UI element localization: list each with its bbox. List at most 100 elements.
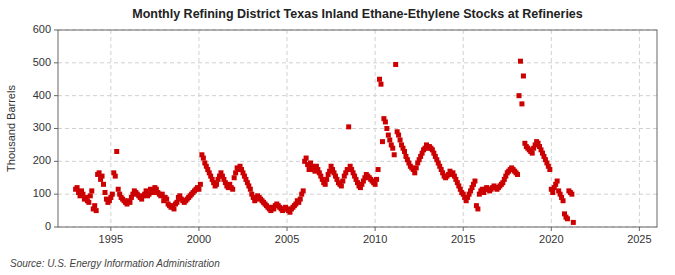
point: [547, 167, 552, 172]
x-tick-label: 2015: [451, 233, 475, 245]
x-grid-line: [551, 30, 552, 227]
point: [402, 149, 407, 154]
point: [384, 126, 389, 131]
x-tick-label: 2000: [187, 233, 211, 245]
x-tick: [639, 227, 640, 231]
y-tick-label: 300: [33, 121, 51, 133]
point: [89, 188, 94, 193]
x-tick: [198, 227, 199, 231]
point: [339, 183, 344, 188]
y-grid-line: [58, 128, 657, 129]
x-tick-label: 2010: [363, 233, 387, 245]
y-axis-label: Thousand Barrels: [5, 85, 17, 172]
x-tick-label: 1995: [99, 233, 123, 245]
point: [561, 198, 566, 203]
x-tick-label: 2025: [627, 233, 651, 245]
point: [412, 170, 417, 175]
point: [101, 182, 106, 187]
y-tick-label: 600: [33, 23, 51, 35]
point: [301, 188, 306, 193]
point: [377, 77, 382, 82]
point: [94, 208, 99, 213]
point: [374, 177, 379, 182]
point: [92, 203, 97, 208]
point: [518, 59, 523, 64]
chart: 0 100 200 300 400 500 600 1995 2000 2005 2010 2015 2…: [0, 0, 675, 275]
point: [324, 177, 329, 182]
point: [393, 62, 398, 67]
y-tick: [54, 227, 58, 228]
point: [340, 179, 345, 184]
title: Monthly Refining District Texas Inland E…: [132, 7, 583, 21]
point: [232, 175, 237, 180]
point: [392, 152, 397, 157]
point: [171, 206, 176, 211]
grid: [58, 30, 657, 227]
point: [569, 192, 574, 197]
y-tick-label: 0: [45, 220, 51, 232]
point: [414, 165, 419, 170]
y-grid-line: [58, 62, 657, 63]
x-grid-line: [287, 30, 288, 227]
point: [530, 151, 535, 156]
y-tick-label: 100: [33, 187, 51, 199]
x-grid-line: [375, 30, 376, 227]
point: [521, 73, 526, 78]
point: [517, 93, 522, 98]
point: [248, 187, 253, 192]
y-tick: [54, 30, 58, 31]
point: [174, 200, 179, 205]
point: [75, 185, 80, 190]
point: [472, 179, 477, 184]
point: [398, 137, 403, 142]
x-grid-line: [198, 30, 199, 227]
y-tick: [54, 161, 58, 162]
y-tick: [54, 95, 58, 96]
point: [519, 101, 524, 106]
point: [346, 124, 351, 129]
point: [88, 193, 93, 198]
point: [214, 182, 219, 187]
x-tick-label: 2020: [539, 233, 563, 245]
x-tick-label: 2005: [275, 233, 299, 245]
y-tick: [54, 62, 58, 63]
point: [555, 179, 560, 184]
point: [378, 82, 383, 87]
y-tick-label: 400: [33, 89, 51, 101]
point: [515, 172, 520, 177]
point: [114, 149, 119, 154]
point: [380, 139, 385, 144]
point: [383, 119, 388, 124]
point: [373, 182, 378, 187]
y-tick: [54, 128, 58, 129]
point: [565, 216, 570, 221]
point: [230, 187, 235, 192]
point: [127, 200, 132, 205]
point: [198, 182, 203, 187]
point: [102, 190, 107, 195]
point: [100, 174, 105, 179]
y-tick-label: 200: [33, 154, 51, 166]
plot-frame: [58, 30, 657, 227]
axes: 0 100 200 300 400 500 600 1995 2000 2005 2010 2015 2…: [33, 23, 652, 245]
point: [164, 197, 169, 202]
x-grid-line: [639, 30, 640, 227]
point: [571, 220, 576, 225]
x-tick: [551, 227, 552, 231]
point: [196, 187, 201, 192]
point: [376, 167, 381, 172]
annotation: Source: U.S. Energy Information Administ…: [10, 258, 220, 269]
x-tick: [375, 227, 376, 231]
x-tick: [110, 227, 111, 231]
point: [201, 156, 206, 161]
y-tick-label: 500: [33, 56, 51, 68]
point: [116, 187, 121, 192]
point: [475, 206, 480, 211]
points: [73, 59, 576, 225]
point: [86, 200, 91, 205]
point: [550, 190, 555, 195]
y-tick: [54, 194, 58, 195]
point: [110, 192, 115, 197]
x-tick: [287, 227, 288, 231]
point: [113, 174, 118, 179]
